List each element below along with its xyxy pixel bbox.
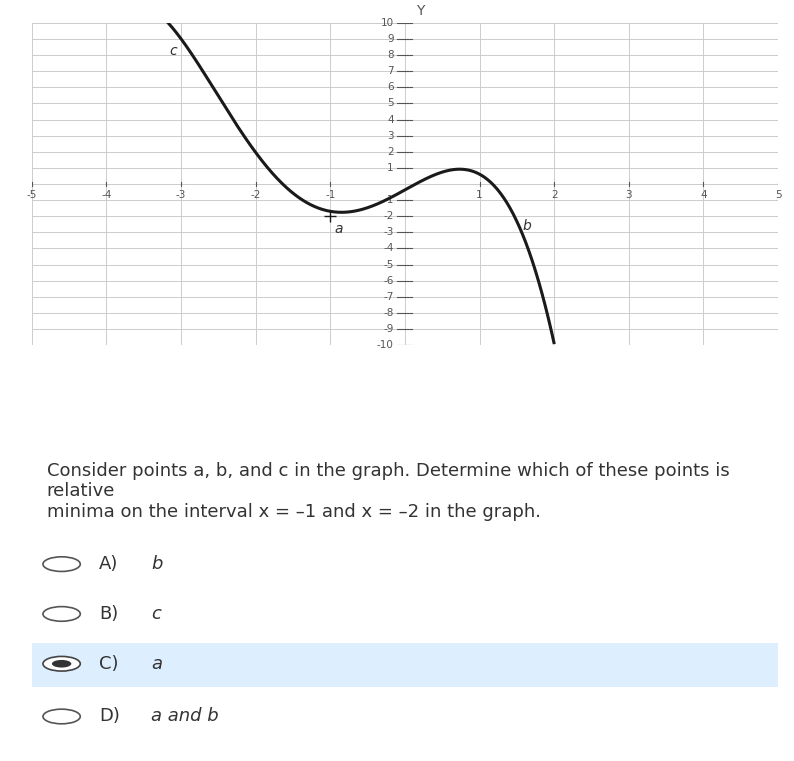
- Text: 3: 3: [626, 189, 632, 199]
- Circle shape: [52, 660, 71, 667]
- Text: -5: -5: [384, 260, 394, 269]
- Text: a: a: [334, 222, 342, 236]
- Text: A): A): [99, 555, 118, 573]
- Text: -2: -2: [384, 212, 394, 221]
- Text: -1: -1: [325, 189, 336, 199]
- Text: 4: 4: [700, 189, 707, 199]
- Text: C): C): [99, 654, 118, 673]
- Text: 3: 3: [387, 131, 394, 141]
- Text: -7: -7: [384, 291, 394, 302]
- FancyBboxPatch shape: [32, 643, 778, 687]
- Text: 10: 10: [380, 18, 394, 28]
- Text: 2: 2: [387, 147, 394, 157]
- Text: 7: 7: [387, 66, 394, 76]
- Text: B): B): [99, 605, 118, 623]
- Text: 1: 1: [387, 163, 394, 173]
- Text: Y: Y: [416, 4, 425, 18]
- Text: b: b: [151, 555, 163, 573]
- Circle shape: [43, 709, 80, 724]
- Text: 1: 1: [476, 189, 483, 199]
- Text: c: c: [151, 605, 161, 623]
- Text: D): D): [99, 708, 120, 725]
- Circle shape: [43, 557, 80, 572]
- Text: 4: 4: [387, 114, 394, 125]
- Text: 2: 2: [551, 189, 557, 199]
- Circle shape: [43, 607, 80, 621]
- Text: a: a: [151, 654, 162, 673]
- Text: -10: -10: [377, 340, 394, 350]
- Text: b: b: [523, 218, 532, 233]
- Text: 5: 5: [387, 98, 394, 108]
- Text: -6: -6: [384, 275, 394, 285]
- Text: Consider points a, b, and c in the graph. Determine which of these points is rel: Consider points a, b, and c in the graph…: [47, 462, 730, 521]
- Text: -3: -3: [384, 228, 394, 237]
- Text: -5: -5: [26, 189, 37, 199]
- Text: -4: -4: [384, 244, 394, 253]
- Text: -4: -4: [101, 189, 112, 199]
- Text: -8: -8: [384, 308, 394, 318]
- Circle shape: [43, 657, 80, 671]
- Text: 8: 8: [387, 50, 394, 60]
- Text: 5: 5: [775, 189, 781, 199]
- Text: -2: -2: [250, 189, 261, 199]
- Text: 6: 6: [387, 82, 394, 92]
- Text: -1: -1: [384, 195, 394, 205]
- Text: a and b: a and b: [151, 708, 219, 725]
- Text: c: c: [170, 44, 177, 58]
- Text: -3: -3: [175, 189, 187, 199]
- Text: -9: -9: [384, 324, 394, 334]
- Text: 9: 9: [387, 34, 394, 44]
